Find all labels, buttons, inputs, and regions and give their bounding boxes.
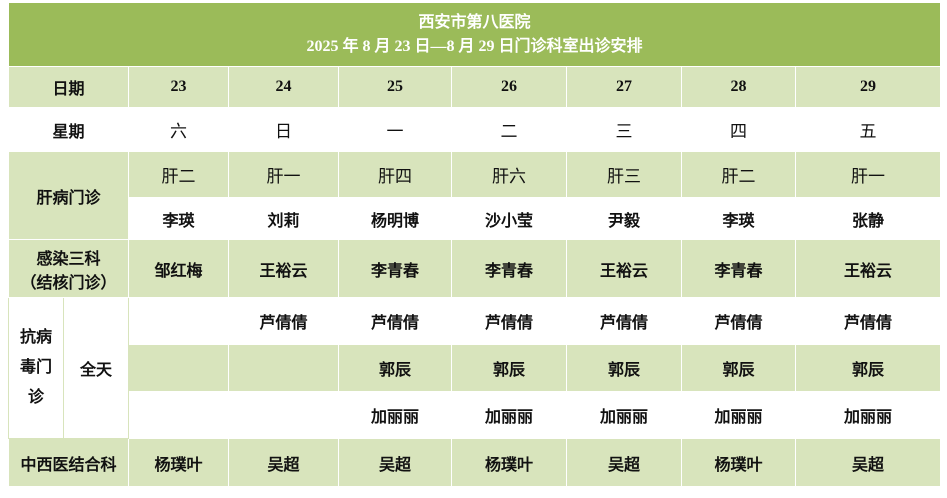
- doctor: 郭辰: [451, 344, 567, 392]
- doctor: [228, 391, 339, 439]
- date: 26: [451, 66, 567, 108]
- weekday: 日: [228, 107, 339, 152]
- doctor: [128, 297, 229, 345]
- doctor: 吴超: [228, 438, 339, 487]
- doctor: 郭辰: [338, 344, 452, 392]
- doctor: 郭辰: [566, 344, 682, 392]
- doctor: 王裕云: [228, 239, 339, 298]
- date: 23: [128, 66, 229, 108]
- room: 肝三: [566, 151, 682, 198]
- doctor: 李青春: [338, 239, 452, 298]
- weekday: 六: [128, 107, 229, 152]
- table-header: 西安市第八医院 2025 年 8 月 23 日—8 月 29 日门诊科室出诊安排: [7, 2, 942, 67]
- doctor: 芦倩倩: [681, 297, 796, 345]
- doctor: 郭辰: [794, 344, 942, 392]
- table-row: 星期六日一二三四五: [8, 107, 942, 152]
- table-row: 感染三科 （结核门诊） 邹红梅 王裕云 李青春 李青春 王裕云 李青春 王裕云: [8, 239, 942, 298]
- room: 肝二: [128, 151, 229, 198]
- doctor: 邹红梅: [128, 239, 229, 298]
- date: 24: [228, 66, 339, 108]
- room: 肝六: [451, 151, 567, 198]
- date: 29: [794, 66, 942, 108]
- doctor: 加丽丽: [566, 391, 682, 439]
- table-row: 郭辰 郭辰 郭辰 郭辰 郭辰: [8, 344, 942, 392]
- dept-name: 感染三科: [36, 250, 101, 268]
- doctor: 芦倩倩: [451, 297, 567, 345]
- doctor: 吴超: [794, 438, 942, 487]
- doctor: 沙小莹: [451, 197, 567, 240]
- row-label: 肝病门诊: [8, 151, 129, 240]
- doctor: 李青春: [681, 239, 796, 298]
- row-label: 日期: [8, 66, 129, 108]
- doctor: 芦倩倩: [338, 297, 452, 345]
- subtitle: 2025 年 8 月 23 日—8 月 29 日门诊科室出诊安排: [306, 37, 643, 55]
- weekday: 四: [681, 107, 796, 152]
- table-row: 肝病门诊 肝二 肝一 肝四 肝六 肝三 肝二 肝一: [8, 151, 942, 240]
- date: 25: [338, 66, 452, 108]
- date: 28: [681, 66, 796, 108]
- date: 27: [566, 66, 682, 108]
- table-row: 李瑛 刘莉 杨明博 沙小莹 尹毅 李瑛 张静: [8, 197, 942, 240]
- row-label: 星期: [8, 107, 129, 152]
- doctor: [128, 344, 229, 392]
- doctor: 杨明博: [338, 197, 452, 240]
- doctor: [228, 344, 339, 392]
- doctor: 吴超: [338, 438, 452, 487]
- room: 肝二: [681, 151, 796, 198]
- table-row: 抗病毒门诊 全天 芦倩倩 芦倩倩 芦倩倩 芦倩倩 芦倩倩 芦倩倩: [8, 297, 942, 439]
- table-row: 中西医结合科 杨璞叶 吴超 吴超 杨璞叶 吴超 杨璞叶 吴超: [8, 438, 942, 487]
- doctor: 李青春: [451, 239, 567, 298]
- doctor: 芦倩倩: [794, 297, 942, 345]
- row-label: 抗病毒门诊: [8, 297, 64, 439]
- time-label: 全天: [63, 297, 129, 439]
- schedule-table: 西安市第八医院 2025 年 8 月 23 日—8 月 29 日门诊科室出诊安排日…: [7, 2, 942, 487]
- doctor: 吴超: [566, 438, 682, 487]
- weekday: 五: [794, 107, 942, 152]
- doctor: 杨璞叶: [128, 438, 229, 487]
- weekday: 三: [566, 107, 682, 152]
- doctor: 李瑛: [128, 197, 229, 240]
- doctor: 加丽丽: [338, 391, 452, 439]
- doctor: 尹毅: [566, 197, 682, 240]
- doctor: 张静: [794, 197, 942, 240]
- doctor: 芦倩倩: [228, 297, 339, 345]
- doctor: 王裕云: [794, 239, 942, 298]
- doctor: 李瑛: [681, 197, 796, 240]
- row-label: 中西医结合科: [8, 438, 129, 487]
- doctor: [128, 391, 229, 439]
- doctor: 加丽丽: [794, 391, 942, 439]
- room: 肝四: [338, 151, 452, 198]
- doctor: 芦倩倩: [566, 297, 682, 345]
- weekday: 二: [451, 107, 567, 152]
- room: 肝一: [228, 151, 339, 198]
- weekday: 一: [338, 107, 452, 152]
- doctor: 加丽丽: [451, 391, 567, 439]
- dept-sublabel: （结核门诊）: [20, 274, 117, 292]
- doctor: 郭辰: [681, 344, 796, 392]
- doctor: 杨璞叶: [451, 438, 567, 487]
- table-row: 日期 23 24 25 26 27 28 29: [8, 66, 942, 108]
- table-row: 西安市第八医院 2025 年 8 月 23 日—8 月 29 日门诊科室出诊安排: [7, 2, 942, 67]
- doctor: 杨璞叶: [681, 438, 796, 487]
- room: 肝一: [794, 151, 942, 198]
- doctor: 刘莉: [228, 197, 339, 240]
- title: 西安市第八医院: [418, 13, 531, 31]
- row-label: 感染三科 （结核门诊）: [8, 239, 129, 298]
- table-row: 加丽丽 加丽丽 加丽丽 加丽丽 加丽丽: [8, 391, 942, 439]
- doctor: 王裕云: [566, 239, 682, 298]
- doctor: 加丽丽: [681, 391, 796, 439]
